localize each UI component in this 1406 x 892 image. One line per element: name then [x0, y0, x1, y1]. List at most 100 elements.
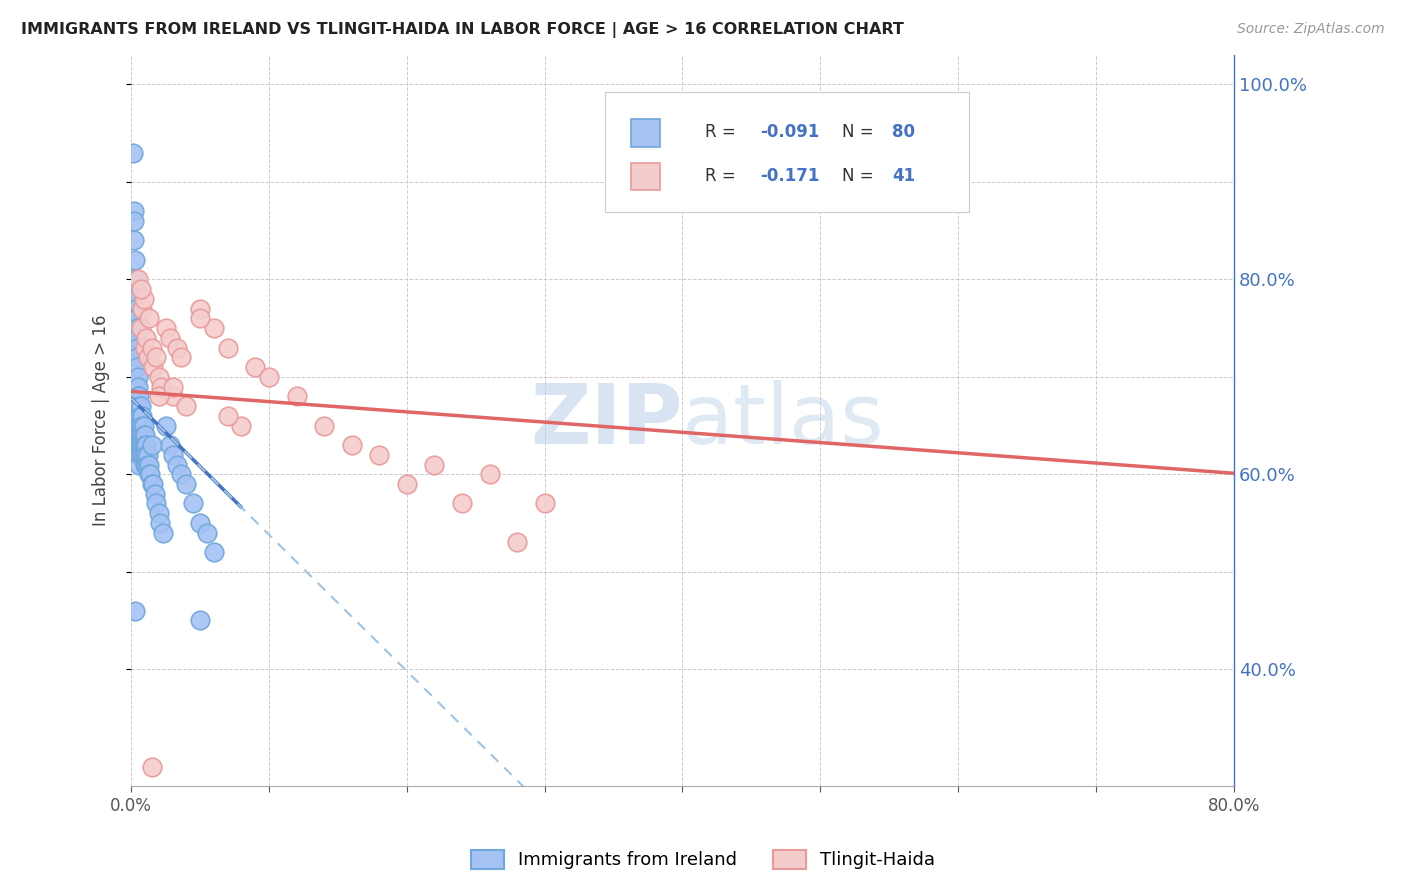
Point [129, 409, 152, 423]
Point [217, 409, 239, 423]
Point [150, 379, 173, 393]
Point [141, 477, 163, 491]
Point [174, 477, 197, 491]
Point [131, 428, 153, 442]
Point [155, 418, 177, 433]
Point [162, 379, 184, 393]
Text: IMMIGRANTS FROM IRELAND VS TLINGIT-HAIDA IN LABOR FORCE | AGE > 16 CORRELATION C: IMMIGRANTS FROM IRELAND VS TLINGIT-HAIDA… [21, 22, 904, 38]
Point [142, 359, 165, 374]
Point [162, 389, 184, 403]
Point [132, 438, 155, 452]
Point [395, 477, 418, 491]
Point [155, 321, 177, 335]
Point [128, 409, 150, 423]
Point [125, 311, 148, 326]
Point [162, 448, 184, 462]
Point [127, 418, 149, 433]
FancyBboxPatch shape [606, 92, 969, 212]
Point [139, 467, 162, 482]
Text: R =: R = [704, 123, 741, 141]
Point [128, 399, 150, 413]
Point [127, 448, 149, 462]
Point [148, 389, 170, 403]
Text: atlas: atlas [682, 380, 884, 461]
Point [129, 321, 152, 335]
Point [129, 428, 152, 442]
FancyBboxPatch shape [631, 162, 659, 190]
Point [129, 282, 152, 296]
Point [188, 311, 211, 326]
Point [152, 525, 174, 540]
Text: 41: 41 [891, 167, 915, 185]
Point [132, 428, 155, 442]
Point [125, 341, 148, 355]
Point [145, 496, 167, 510]
Point [129, 399, 152, 413]
Point [127, 409, 149, 423]
Point [124, 301, 146, 316]
Point [142, 477, 165, 491]
Text: R =: R = [704, 167, 741, 185]
Point [124, 292, 146, 306]
Point [134, 448, 156, 462]
Point [188, 516, 211, 530]
Point [128, 418, 150, 433]
Point [135, 458, 157, 472]
Point [166, 341, 188, 355]
Point [128, 458, 150, 472]
Point [125, 331, 148, 345]
Point [136, 448, 159, 462]
Point [257, 369, 280, 384]
Point [129, 438, 152, 452]
Point [145, 351, 167, 365]
Point [129, 448, 152, 462]
Point [202, 545, 225, 559]
Point [174, 399, 197, 413]
Point [128, 428, 150, 442]
Point [125, 321, 148, 335]
Point [195, 525, 218, 540]
Text: -0.171: -0.171 [759, 167, 820, 185]
Point [134, 438, 156, 452]
Point [478, 467, 501, 482]
Point [122, 233, 145, 247]
Text: Source: ZipAtlas.com: Source: ZipAtlas.com [1237, 22, 1385, 37]
Point [202, 321, 225, 335]
Point [129, 418, 152, 433]
Point [124, 252, 146, 267]
Point [127, 399, 149, 413]
Point [141, 759, 163, 773]
Point [122, 204, 145, 219]
Point [132, 448, 155, 462]
Text: 80: 80 [891, 123, 915, 141]
Point [135, 438, 157, 452]
Point [148, 369, 170, 384]
Point [128, 389, 150, 403]
Text: -0.091: -0.091 [759, 123, 820, 141]
Point [134, 428, 156, 442]
Point [188, 614, 211, 628]
Point [127, 389, 149, 403]
Point [181, 496, 204, 510]
Point [131, 448, 153, 462]
Point [128, 448, 150, 462]
Point [143, 487, 166, 501]
Point [135, 448, 157, 462]
Point [138, 311, 160, 326]
Point [368, 448, 391, 462]
Point [131, 301, 153, 316]
Y-axis label: In Labor Force | Age > 16: In Labor Force | Age > 16 [93, 315, 110, 526]
Point [149, 516, 172, 530]
Point [132, 292, 155, 306]
Text: N =: N = [842, 167, 879, 185]
Point [451, 496, 474, 510]
Point [127, 272, 149, 286]
Point [134, 458, 156, 472]
Point [122, 214, 145, 228]
Point [124, 272, 146, 286]
Point [533, 496, 555, 510]
Point [128, 438, 150, 452]
Point [141, 341, 163, 355]
Point [136, 458, 159, 472]
Point [217, 341, 239, 355]
